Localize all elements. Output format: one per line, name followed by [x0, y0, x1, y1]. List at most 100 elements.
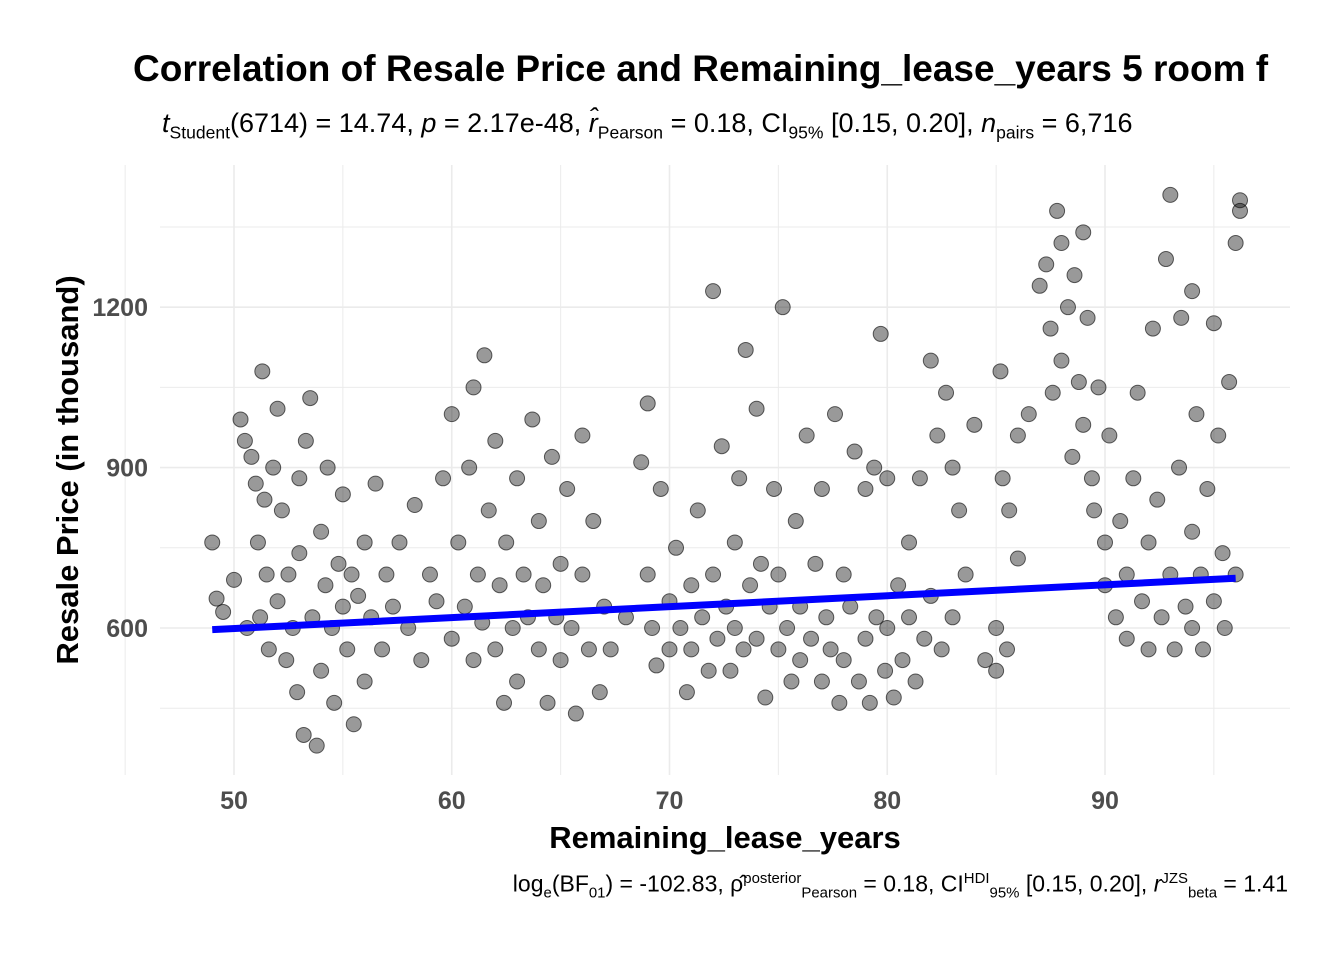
data-point: [689, 502, 706, 519]
data-point: [907, 673, 924, 690]
data-point: [661, 641, 678, 658]
data-point: [1149, 491, 1166, 508]
data-point: [700, 662, 717, 679]
data-point: [456, 598, 473, 615]
data-point: [356, 673, 373, 690]
data-point: [334, 598, 351, 615]
data-point: [877, 662, 894, 679]
data-point: [868, 609, 885, 626]
data-point: [1184, 620, 1201, 636]
data-point: [496, 694, 513, 711]
data-point: [384, 598, 401, 615]
data-point: [835, 652, 852, 669]
chart-subtitle: tStudent(6714) = 14.74, p = 2.17e-48, r̂…: [162, 108, 1133, 143]
chart-title: Correlation of Resale Price and Remainin…: [133, 48, 1269, 89]
data-point: [944, 459, 961, 476]
data-point: [509, 673, 526, 690]
data-point: [1038, 256, 1055, 273]
data-point: [345, 716, 362, 733]
data-point: [1177, 598, 1194, 615]
data-point: [922, 352, 939, 369]
data-point: [1216, 620, 1233, 636]
data-point: [999, 641, 1016, 658]
data-point: [563, 620, 580, 636]
data-point: [648, 657, 665, 674]
data-point: [1009, 550, 1026, 567]
data-point: [916, 630, 933, 647]
data-point: [652, 480, 669, 497]
data-point: [291, 470, 308, 487]
data-point: [1101, 427, 1118, 444]
data-point: [265, 459, 282, 476]
data-point: [1001, 502, 1018, 519]
data-point: [539, 694, 556, 711]
data-point: [1083, 470, 1100, 487]
data-point: [1059, 299, 1076, 316]
data-point: [530, 641, 547, 658]
data-point: [552, 652, 569, 669]
data-point: [1140, 534, 1157, 551]
data-point: [247, 475, 264, 492]
data-point: [951, 502, 968, 519]
data-point: [302, 390, 319, 407]
data-point: [450, 534, 467, 551]
data-point: [204, 534, 221, 551]
data-point: [208, 590, 225, 607]
data-point: [574, 427, 591, 444]
data-point: [591, 684, 608, 701]
data-point: [1221, 374, 1238, 391]
y-axis-label: Resale Price (in thousand): [50, 275, 85, 664]
data-point: [469, 566, 486, 583]
data-point: [944, 609, 961, 626]
data-point: [1066, 267, 1083, 284]
data-point: [278, 652, 295, 669]
data-point: [1090, 379, 1107, 396]
data-point: [1134, 593, 1151, 610]
data-point: [748, 630, 765, 647]
data-point: [933, 641, 950, 658]
data-point: [792, 652, 809, 669]
data-point: [530, 513, 547, 530]
data-point: [461, 459, 478, 476]
data-point: [269, 593, 286, 610]
data-point: [313, 662, 330, 679]
data-point: [1075, 416, 1092, 433]
data-point: [879, 620, 896, 636]
data-point: [894, 652, 911, 669]
data-point: [585, 513, 602, 530]
data-point: [890, 577, 907, 594]
data-point: [818, 609, 835, 626]
data-point: [857, 480, 874, 497]
data-point: [330, 555, 347, 572]
data-point: [705, 566, 722, 583]
data-point: [857, 630, 874, 647]
data-point: [236, 432, 253, 449]
data-point: [1194, 641, 1211, 658]
data-point: [742, 577, 759, 594]
data-point: [295, 726, 312, 743]
data-point: [726, 620, 743, 636]
x-tick-label: 50: [220, 787, 248, 815]
data-point: [1079, 309, 1096, 326]
data-point: [289, 684, 306, 701]
data-point: [313, 523, 330, 540]
data-point: [1125, 470, 1142, 487]
data-point: [1214, 545, 1231, 562]
chart-caption: loge(BF01) = -102.83, ρ̂posteriorPearson…: [512, 870, 1288, 902]
data-point: [966, 416, 983, 433]
data-point: [957, 566, 974, 583]
data-point: [256, 491, 273, 508]
data-point: [1112, 513, 1129, 530]
data-point: [1140, 641, 1157, 658]
data-point: [258, 566, 275, 583]
data-point: [644, 620, 661, 636]
data-point: [215, 603, 232, 620]
data-point: [1097, 534, 1113, 551]
data-point: [297, 432, 314, 449]
data-point: [861, 694, 878, 711]
data-point: [1049, 202, 1066, 219]
data-point: [1031, 277, 1048, 294]
data-point: [543, 448, 560, 465]
data-point: [639, 566, 656, 583]
